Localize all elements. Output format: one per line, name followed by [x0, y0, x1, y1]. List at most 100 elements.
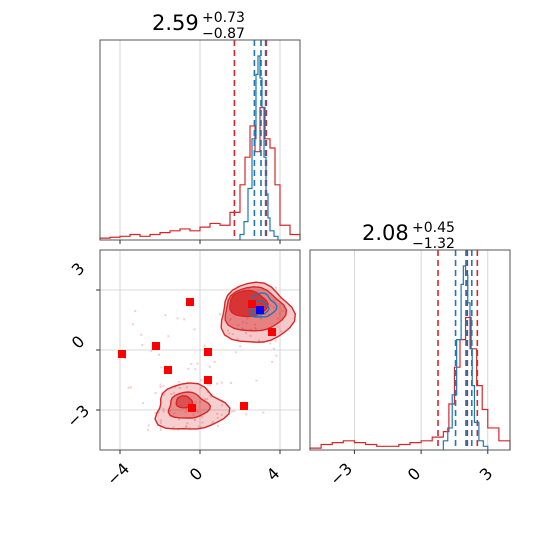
bottom-right-xtick-labels: −3 0 3: [326, 459, 496, 489]
bl-cloud-point-69: [154, 392, 157, 395]
bl-cloud-point-11: [278, 312, 281, 315]
bl-cloud-point-88: [257, 285, 260, 288]
bl-cloud-point-33: [185, 408, 188, 411]
bl-cloud-point-66: [197, 425, 200, 428]
bl-cloud-point-71: [176, 317, 179, 320]
bl-cloud-point-125: [158, 353, 161, 356]
bl-cloud-point-90: [184, 426, 187, 429]
top-left-histogram-panel: [99, 39, 301, 244]
bl-cloud-point-5: [167, 335, 170, 338]
bl-cloud-point-17: [194, 401, 197, 404]
bl-cloud-point-79: [257, 290, 260, 293]
bl-cloud-point-47: [134, 310, 137, 313]
bl-cloud-point-117: [217, 424, 220, 427]
bl-xtick-label-2: 0: [186, 464, 207, 485]
bl-ytick-label-3: −3: [63, 401, 93, 431]
bl-red-marker-4: [204, 348, 212, 356]
bl-cloud-point-129: [160, 419, 163, 422]
bl-cloud-point-113: [187, 367, 190, 370]
bl-cloud-point-38: [276, 325, 279, 328]
bl-cloud-point-8: [233, 410, 236, 413]
bl-cloud-point-104: [150, 350, 153, 353]
br-hist-series-0: [309, 316, 511, 450]
bl-cloud-point-158: [160, 366, 163, 369]
bottom-right-title: 2.08 +0.45 −1.32: [362, 220, 455, 252]
bl-cloud-point-105: [170, 393, 173, 396]
bl-cloud-point-131: [219, 313, 222, 316]
bl-red-marker-3: [164, 366, 172, 374]
bl-cloud-point-96: [157, 411, 160, 414]
bl-cloud-point-159: [193, 419, 196, 422]
bl-cloud-point-92: [229, 382, 232, 385]
bl-cloud-point-83: [273, 347, 276, 350]
bl-cloud-point-74: [132, 323, 135, 326]
bl-cloud-point-81: [162, 385, 165, 388]
bl-cloud-point-116: [196, 362, 199, 365]
bl-cloud-point-21: [159, 383, 162, 386]
bl-cloud-point-112: [254, 326, 257, 329]
bl-cloud-point-78: [184, 411, 187, 414]
bl-cloud-point-132: [173, 412, 176, 415]
bl-cloud-point-98: [231, 410, 234, 413]
bottom-right-histogram-panel: [309, 249, 511, 454]
bl-cloud-point-153: [178, 381, 181, 384]
bl-cloud-point-140: [213, 360, 216, 363]
bl-cloud-point-134: [275, 354, 278, 357]
bl-cloud-point-37: [275, 286, 278, 289]
bl-cloud-point-151: [240, 327, 243, 330]
bl-cloud-point-143: [208, 365, 211, 368]
bl-cloud-point-42: [169, 410, 172, 413]
bl-cloud-point-29: [234, 351, 237, 354]
bl-ytick-label-2: 0: [68, 332, 89, 353]
bl-cloud-point-126: [216, 382, 219, 385]
bl-cloud-point-111: [159, 421, 162, 424]
bl-cloud-point-99: [201, 421, 204, 424]
top-left-title-value: 2.59: [152, 11, 199, 35]
bl-cloud-point-146: [183, 318, 186, 321]
bl-cloud-point-123: [178, 418, 181, 421]
bl-cloud-point-107: [220, 381, 223, 384]
bl-cloud-point-118: [249, 328, 252, 331]
bl-cloud-point-12: [162, 407, 165, 410]
bl-cloud-point-20: [178, 386, 181, 389]
br-xtick-label-3: 3: [476, 464, 497, 485]
bl-cloud-point-45: [154, 412, 157, 415]
bl-cloud-point-48: [185, 386, 188, 389]
bl-cloud-point-110: [271, 360, 274, 363]
top-left-title-plus: +0.73: [202, 10, 245, 26]
bl-cloud-point-4: [260, 317, 263, 320]
bl-cloud-point-145: [231, 333, 234, 336]
bl-cloud-point-59: [262, 411, 265, 414]
bl-cloud-point-57: [159, 428, 162, 431]
bottom-right-title-value: 2.08: [362, 221, 409, 245]
bl-cloud-point-144: [196, 410, 199, 413]
bottom-left-ytick-labels: 3 0 −3: [63, 259, 93, 431]
bl-cloud-point-73: [242, 320, 245, 323]
bl-cloud-point-141: [162, 410, 165, 413]
bl-cloud-point-108: [212, 421, 215, 424]
bl-cloud-point-137: [141, 343, 144, 346]
bl-cloud-point-6: [200, 426, 203, 429]
bl-cloud-point-147: [206, 383, 209, 386]
bl-cloud-point-68: [200, 379, 203, 382]
bl-cloud-point-91: [281, 309, 284, 312]
bl-cloud-point-35: [245, 413, 248, 416]
bottom-right-title-plus: +0.45: [412, 220, 455, 236]
bl-cloud-point-36: [172, 391, 175, 394]
bl-blue-marker: [256, 306, 264, 314]
bl-cloud-point-2: [194, 368, 197, 371]
bl-cloud-point-128: [255, 379, 258, 382]
bl-red-marker-8: [188, 404, 196, 412]
bl-red-marker-7: [268, 328, 276, 336]
bl-cloud-point-152: [127, 386, 130, 389]
bl-cloud-point-87: [209, 384, 212, 387]
bl-cloud-point-109: [246, 317, 249, 320]
bl-cloud-point-101: [172, 426, 175, 429]
bl-cloud-point-127: [248, 288, 251, 291]
bl-cloud-point-102: [221, 404, 224, 407]
bl-cloud-point-121: [274, 339, 277, 342]
bl-cloud-point-119: [185, 425, 188, 428]
bl-cloud-point-156: [186, 422, 189, 425]
bl-red-marker-1: [152, 342, 160, 350]
bl-cloud-point-95: [269, 342, 272, 345]
